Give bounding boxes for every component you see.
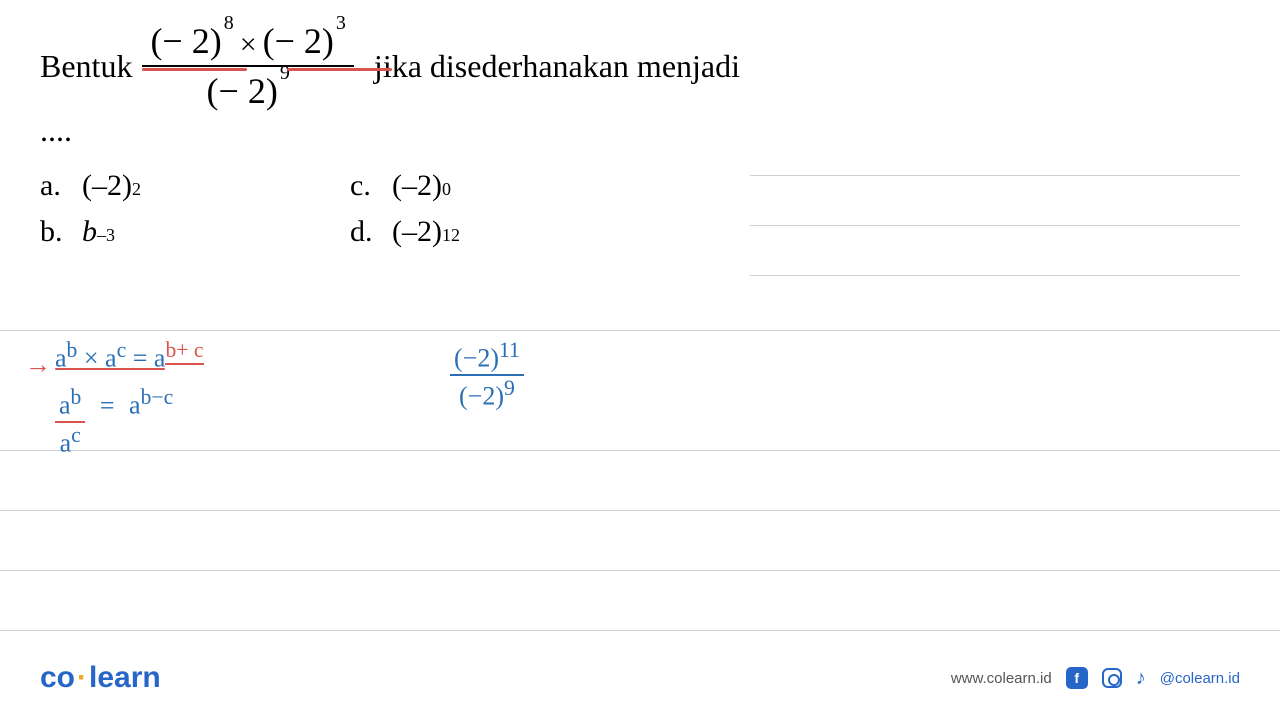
den-base: (− 2) [207,70,278,112]
den-exp: 9 [280,62,290,85]
red-underline-hw1 [55,368,165,370]
question-line: Bentuk (− 2) 8 × (− 2) 3 (− 2) 9 [40,20,1240,112]
option-b-base: b [82,215,97,249]
hw-rule2: ab ac = ab−c [55,385,173,458]
hw-r2-dc: c [71,423,81,447]
option-c-exp: 0 [442,179,451,200]
options-grid: a. (–2)2 c. (–2)0 b. b–3 d. (–2)12 [40,169,1240,249]
rule-line [0,570,1280,571]
arrow-icon: → [25,350,51,380]
times-sign: × [240,28,257,62]
hw-r1-c: c [117,338,127,362]
logo-learn: learn [89,661,161,694]
hw-r2-na: a [59,391,71,420]
hw-r2-ra: a [129,391,141,420]
hw-work: (−2)11 (−2)9 [450,338,524,411]
option-c-label: c. [350,169,392,203]
question-prefix: Bentuk [40,48,132,85]
hw-r2-eq: = [100,391,115,420]
option-c-base: (–2) [392,169,442,203]
red-underline-2 [287,68,392,71]
hw-r2-nb: b [71,385,82,409]
footer-right: www.colearn.id f ♪ @colearn.id [951,667,1240,690]
footer-url: www.colearn.id [951,670,1052,687]
option-d-label: d. [350,215,392,249]
tiktok-icon: ♪ [1136,667,1146,690]
num-term2: (− 2) 3 [263,20,346,62]
instagram-icon [1102,668,1122,688]
option-b: b. b–3 [40,215,320,249]
num-base1: (− 2) [150,20,221,62]
num-term1: (− 2) 8 [150,20,233,62]
rule-line [0,510,1280,511]
option-a-label: a. [40,169,82,203]
hw-r1-rexp: b+ c [165,338,203,365]
fraction-denominator: (− 2) 9 [207,67,290,112]
option-b-exp: –3 [97,225,115,246]
facebook-icon: f [1066,667,1088,689]
option-c: c. (–2)0 [350,169,630,203]
footer: co·learn www.colearn.id f ♪ @colearn.id [0,661,1280,695]
logo-dot: · [77,661,87,694]
rule-line [0,450,1280,451]
footer-handle: @colearn.id [1160,670,1240,687]
question-fraction: (− 2) 8 × (− 2) 3 (− 2) 9 [142,20,353,112]
num-base2: (− 2) [263,20,334,62]
option-d-base: (–2) [392,215,442,249]
option-a-base: (–2) [82,169,132,203]
hw-r1-b: b [67,338,78,362]
rule-line [750,275,1240,276]
option-b-label: b. [40,215,82,249]
hw-r2-den: ac [56,423,85,459]
hw-r2-frac: ab ac [55,385,85,458]
rule-line [750,225,1240,226]
hw-work-frac: (−2)11 (−2)9 [450,338,524,411]
option-a-exp: 2 [132,179,141,200]
hw-r2-rexp: b−c [141,385,174,409]
option-d-exp: 12 [442,225,460,246]
logo-co: co [40,661,75,694]
red-underline-1 [142,68,247,71]
hw-r2-num: ab [55,385,85,423]
den-term: (− 2) 9 [207,70,290,112]
hw-wn-exp: 11 [499,338,520,362]
num-exp2: 3 [336,12,346,35]
question-dots: .... [40,112,1240,149]
fraction-numerator: (− 2) 8 × (− 2) 3 [142,20,353,67]
rule-line [0,630,1280,631]
option-d: d. (–2)12 [350,215,630,249]
hw-r2-da: a [60,428,72,457]
hw-wn-base: (−2) [454,344,499,373]
option-a: a. (–2)2 [40,169,320,203]
hw-work-den: (−2)9 [455,376,519,412]
hw-wd-base: (−2) [459,381,504,410]
logo: co·learn [40,661,161,695]
question-suffix: jika disederhanakan menjadi [374,48,740,85]
num-exp1: 8 [224,12,234,35]
hw-wd-exp: 9 [504,376,515,400]
rule-line [0,330,1280,331]
rule-line [750,175,1240,176]
hw-work-num: (−2)11 [450,338,524,376]
